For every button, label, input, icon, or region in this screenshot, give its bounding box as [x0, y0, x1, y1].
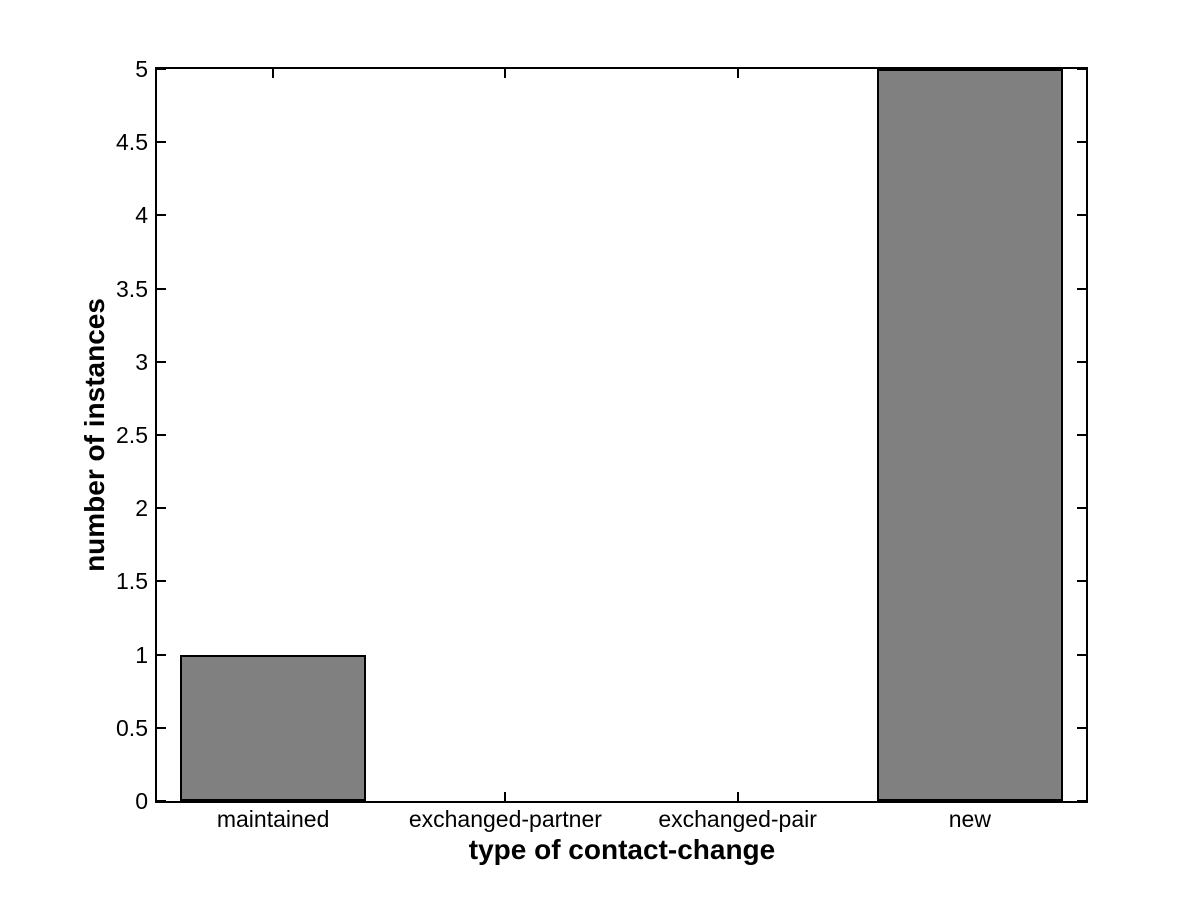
- y-tick-label: 3: [135, 348, 148, 375]
- y-tick-label: 0.5: [116, 714, 148, 741]
- x-tick-top: [736, 69, 739, 78]
- y-tick-right: [1077, 653, 1086, 656]
- y-tick-left: [157, 434, 166, 436]
- y-tick-left: [157, 68, 166, 70]
- x-tick-bottom: [736, 792, 739, 801]
- y-tick-label: 1.5: [116, 568, 148, 595]
- y-tick-right: [1077, 214, 1086, 217]
- plot-area: [155, 67, 1088, 803]
- y-tick-right: [1077, 507, 1086, 510]
- y-tick-left: [157, 580, 166, 583]
- y-tick-left: [157, 507, 166, 510]
- bar-maintained: [180, 654, 367, 801]
- y-tick-label: 4: [135, 202, 148, 229]
- y-tick-right: [1077, 434, 1086, 436]
- bar-new: [876, 69, 1063, 801]
- y-tick-right: [1077, 726, 1086, 729]
- y-tick-label: 3.5: [116, 275, 148, 302]
- y-tick-left: [157, 141, 166, 144]
- x-tick-top: [504, 69, 507, 78]
- y-tick-left: [157, 287, 166, 290]
- y-tick-left: [157, 360, 166, 363]
- y-tick-label: 1: [135, 641, 148, 668]
- y-tick-label: 2.5: [116, 422, 148, 448]
- y-tick-left: [157, 800, 166, 802]
- x-tick-label-exchanged-partner: exchanged-partner: [408, 806, 602, 832]
- y-tick-right: [1077, 800, 1086, 802]
- x-tick-label-maintained: maintained: [216, 806, 330, 832]
- y-tick-label: 0: [135, 788, 148, 814]
- y-tick-left: [157, 653, 166, 656]
- y-tick-right: [1077, 141, 1086, 144]
- y-tick-right: [1077, 68, 1086, 70]
- y-tick-right: [1077, 287, 1086, 290]
- x-tick-label-new: new: [948, 806, 991, 832]
- x-axis-label: type of contact-change: [468, 834, 776, 865]
- x-tick-top: [272, 69, 275, 78]
- x-tick-bottom: [504, 792, 507, 801]
- y-tick-right: [1077, 580, 1086, 583]
- y-tick-label: 2: [135, 495, 148, 522]
- x-tick-label-exchanged-pair: exchanged-pair: [658, 806, 817, 832]
- y-tick-label: 4.5: [116, 129, 148, 156]
- y-tick-left: [157, 214, 166, 217]
- y-tick-right: [1077, 360, 1086, 363]
- y-tick-label: 5: [135, 56, 148, 82]
- y-tick-left: [157, 726, 166, 729]
